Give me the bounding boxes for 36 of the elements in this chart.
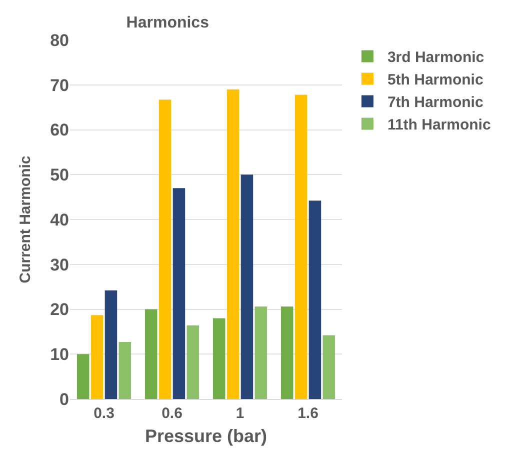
bar bbox=[186, 325, 200, 399]
bar bbox=[226, 89, 240, 399]
bar bbox=[76, 354, 90, 399]
x-tick-label: 1 bbox=[236, 405, 244, 422]
bar bbox=[308, 200, 322, 399]
legend-label: 7th Harmonic bbox=[387, 94, 484, 112]
legend-label: 5th Harmonic bbox=[387, 72, 484, 89]
x-tick-label: 0.3 bbox=[94, 405, 114, 422]
y-axis-title: Current Harmonic bbox=[17, 156, 34, 284]
x-tick-label: 1.6 bbox=[298, 405, 318, 422]
chart-title: Harmonics bbox=[126, 14, 210, 32]
x-tick-label: 0.6 bbox=[162, 405, 182, 422]
bar bbox=[118, 342, 132, 399]
y-tick-label: 30 bbox=[50, 255, 69, 274]
bar bbox=[280, 306, 294, 399]
x-axis-title: Pressure (bar) bbox=[144, 426, 268, 446]
bar bbox=[158, 100, 172, 399]
bar bbox=[104, 290, 118, 399]
y-tick-label: 10 bbox=[50, 345, 69, 364]
y-tick-label: 40 bbox=[50, 210, 69, 230]
bar bbox=[322, 335, 336, 399]
y-tick-label: 0 bbox=[60, 390, 69, 409]
y-tick-label: 50 bbox=[50, 166, 69, 185]
bar bbox=[212, 318, 226, 399]
y-tick-label: 20 bbox=[50, 300, 69, 320]
bar bbox=[144, 309, 158, 399]
bar bbox=[240, 174, 254, 399]
y-tick-label: 70 bbox=[50, 76, 69, 95]
bar bbox=[90, 315, 104, 399]
legend-label: 3rd Harmonic bbox=[387, 49, 484, 66]
bar bbox=[254, 306, 268, 399]
bar bbox=[172, 188, 186, 399]
bar bbox=[294, 94, 308, 399]
legend-label: 11th Harmonic bbox=[387, 116, 491, 134]
y-tick-label: 80 bbox=[50, 30, 69, 50]
y-tick-label: 60 bbox=[50, 120, 69, 140]
